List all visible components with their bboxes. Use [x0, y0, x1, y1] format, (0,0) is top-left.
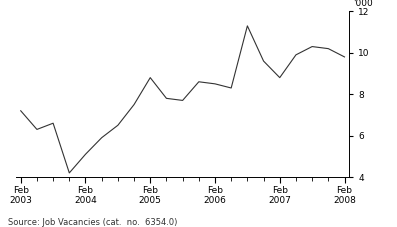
Text: Feb: Feb: [142, 186, 158, 195]
Text: Feb: Feb: [272, 186, 288, 195]
Text: 2003: 2003: [9, 196, 32, 205]
Text: Source: Job Vacancies (cat.  no.  6354.0): Source: Job Vacancies (cat. no. 6354.0): [8, 218, 177, 227]
Text: 2004: 2004: [74, 196, 97, 205]
Text: 2008: 2008: [333, 196, 356, 205]
Text: 2007: 2007: [268, 196, 291, 205]
Text: Feb: Feb: [77, 186, 93, 195]
Text: Feb: Feb: [337, 186, 353, 195]
Text: Feb: Feb: [13, 186, 29, 195]
Text: Feb: Feb: [207, 186, 223, 195]
Text: 2005: 2005: [139, 196, 162, 205]
Text: 2006: 2006: [204, 196, 226, 205]
Text: '000: '000: [353, 0, 372, 8]
